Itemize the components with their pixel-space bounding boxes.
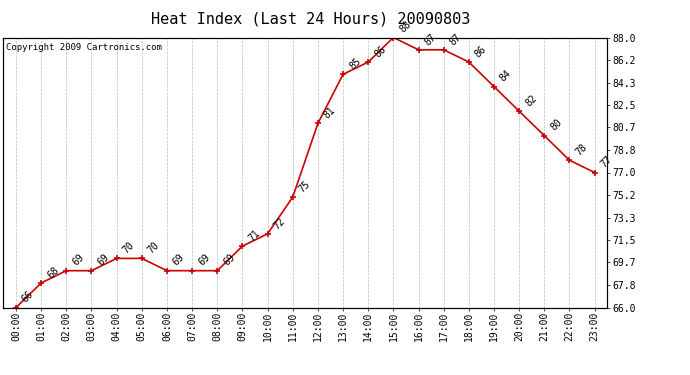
Text: 88: 88 — [397, 20, 413, 35]
Text: 71: 71 — [246, 228, 262, 243]
Text: 68: 68 — [46, 265, 61, 280]
Text: 72: 72 — [272, 216, 287, 231]
Text: 86: 86 — [373, 44, 388, 59]
Text: 69: 69 — [171, 252, 186, 268]
Text: Copyright 2009 Cartronics.com: Copyright 2009 Cartronics.com — [6, 43, 162, 52]
Text: 87: 87 — [423, 32, 438, 47]
Text: 78: 78 — [573, 142, 589, 158]
Text: 70: 70 — [121, 240, 136, 256]
Text: 66: 66 — [20, 290, 36, 305]
Text: 87: 87 — [448, 32, 463, 47]
Text: 84: 84 — [498, 68, 513, 84]
Text: 75: 75 — [297, 179, 313, 194]
Text: Heat Index (Last 24 Hours) 20090803: Heat Index (Last 24 Hours) 20090803 — [151, 11, 470, 26]
Text: 69: 69 — [96, 252, 111, 268]
Text: 69: 69 — [70, 252, 86, 268]
Text: 69: 69 — [196, 252, 212, 268]
Text: 81: 81 — [322, 105, 337, 121]
Text: 80: 80 — [549, 117, 564, 133]
Text: 69: 69 — [221, 252, 237, 268]
Text: 77: 77 — [599, 154, 614, 170]
Text: 86: 86 — [473, 44, 489, 59]
Text: 82: 82 — [523, 93, 539, 108]
Text: 70: 70 — [146, 240, 161, 256]
Text: 85: 85 — [347, 56, 363, 72]
